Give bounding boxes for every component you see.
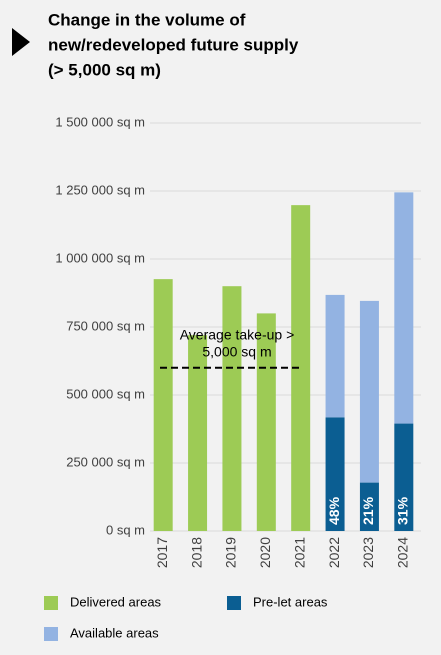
bar [359,482,379,531]
x-tick-label: 2023 [360,537,376,568]
bar [394,192,414,424]
share-label: 48% [326,496,342,525]
x-tick-label: 2021 [291,537,307,568]
reference-label: Average take-up > [180,327,295,343]
x-tick-label: 2020 [257,537,273,568]
bar [359,300,379,483]
legend-swatch [44,627,58,641]
y-tick-label: 1 500 000 sq m [55,114,145,129]
title-marker [12,28,30,56]
bar [188,335,208,531]
bar [291,205,311,532]
legend-label: Available areas [70,625,159,640]
y-tick-label: 1 250 000 sq m [55,182,145,197]
chart-title: Change in the volume of [48,10,246,29]
x-tick-label: 2017 [154,537,170,568]
bar [153,279,173,531]
chart-title: (> 5,000 sq m) [48,60,161,79]
bar [325,417,345,531]
legend-swatch [44,596,58,610]
x-tick-label: 2019 [223,537,239,568]
legend-label: Delivered areas [70,594,162,609]
legend-swatch [227,596,241,610]
x-tick-label: 2022 [326,537,342,568]
y-tick-label: 250 000 sq m [66,454,145,469]
legend-label: Pre-let areas [253,594,328,609]
y-tick-label: 750 000 sq m [66,318,145,333]
chart-title: new/redeveloped future supply [48,35,299,54]
share-label: 21% [360,496,376,525]
bar [394,423,414,531]
y-tick-label: 1 000 000 sq m [55,250,145,265]
bar [325,294,345,418]
y-tick-label: 0 sq m [106,522,145,537]
x-tick-label: 2024 [395,537,411,568]
x-tick-label: 2018 [188,537,204,568]
y-tick-label: 500 000 sq m [66,386,145,401]
bar [222,286,242,531]
share-label: 31% [395,496,411,525]
reference-label: 5,000 sq m [202,344,271,360]
